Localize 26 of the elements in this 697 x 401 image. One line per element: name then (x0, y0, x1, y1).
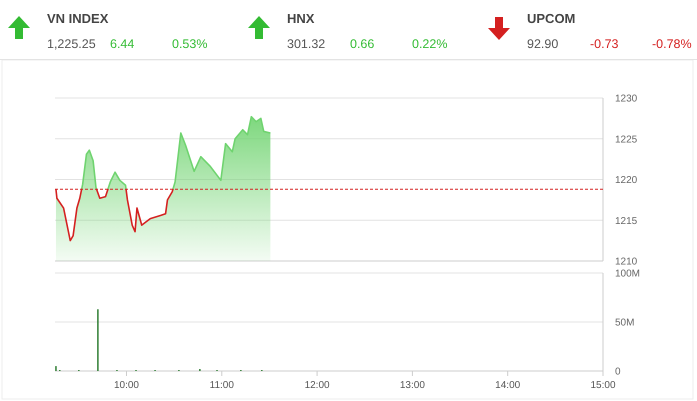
data-label: -0.73 (590, 37, 619, 51)
x-tick-label: 11:00 (210, 380, 234, 391)
text: -0.78% (652, 37, 692, 51)
data-label: 6.44 (110, 37, 134, 51)
y-tick-label: 1225 (615, 134, 638, 146)
category-label: UPCOM (527, 11, 576, 26)
y-tick-label: 1210 (615, 256, 638, 268)
y-tick-label: 1215 (615, 216, 638, 227)
y-tick-label: 0 (615, 366, 621, 378)
category-label: HNX (287, 11, 315, 26)
text: 1,225.25 (47, 37, 96, 51)
y-tick-label: 1220 (615, 175, 638, 186)
text: 92.90 (527, 37, 558, 51)
category-label: VN INDEX (47, 11, 109, 26)
y-tick-label: 1230 (615, 94, 638, 104)
x-tick-label: 14:00 (495, 380, 521, 391)
x-tick-label: 13:00 (400, 380, 426, 391)
x-tick-label: 12:00 (304, 380, 330, 391)
y-tick-label: 50M (615, 318, 634, 328)
text: 0.53% (172, 37, 208, 51)
data-label: 0.66 (350, 37, 374, 51)
x-tick-label: 15:00 (590, 380, 616, 391)
text: 0.22% (412, 37, 448, 51)
y-tick-label: 100M (615, 268, 640, 280)
text: 301.32 (287, 37, 326, 51)
x-tick-label: 10:00 (114, 380, 140, 391)
